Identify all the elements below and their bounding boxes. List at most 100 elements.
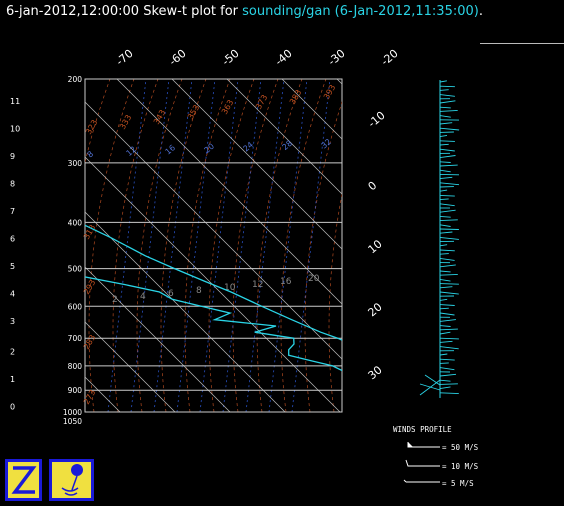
wind-barb xyxy=(439,307,449,310)
height-tick-label: 11 xyxy=(10,97,20,106)
top-temp-label: -30 xyxy=(326,47,348,69)
wind-barb xyxy=(439,264,456,268)
sounding-series xyxy=(85,224,342,372)
mixing-ratio-line xyxy=(245,79,285,412)
header-rule xyxy=(480,43,564,44)
mixing-ratio-label: 24 xyxy=(242,140,256,153)
top-temp-label: -40 xyxy=(273,47,295,69)
mixing-ratio-label: 28 xyxy=(281,139,295,152)
dry-adiabat xyxy=(88,79,135,412)
dry-adiabat-label: 333 xyxy=(118,113,133,131)
wind-barb xyxy=(439,224,451,227)
wind-barb xyxy=(439,291,459,295)
wind-barb xyxy=(439,109,458,112)
mixing-ratio-label: 16 xyxy=(164,143,178,156)
wind-barb xyxy=(439,228,459,230)
wind-barb xyxy=(439,164,458,167)
mixing-ratio-label: 32 xyxy=(320,137,334,150)
dry-adiabat-label: 363 xyxy=(220,98,235,116)
wind-barb xyxy=(439,140,455,142)
wind-barb xyxy=(439,100,456,104)
header-prefix: Skew-t plot for xyxy=(143,4,239,19)
wind-barb xyxy=(439,257,455,261)
wind-barb xyxy=(439,337,459,340)
wind-barb xyxy=(439,331,451,335)
header-period: . xyxy=(478,4,483,19)
height-tick-label: 3 xyxy=(10,317,15,326)
wind-barb xyxy=(439,386,451,390)
isotherm xyxy=(171,79,342,250)
wind-barb xyxy=(439,143,449,146)
header-datetime: 6-jan-2012,12:00:00 xyxy=(6,4,140,19)
right-temp-label: 0 xyxy=(366,179,380,193)
wind-legend-50-label: = 50 M/S xyxy=(442,443,479,452)
pressure-label: 1000 xyxy=(63,408,82,417)
wind-profile xyxy=(419,80,460,398)
wind-barb xyxy=(439,298,448,301)
dry-adiabat-label: 393 xyxy=(322,83,337,101)
wind-barb xyxy=(439,115,451,118)
wind-barb xyxy=(439,273,458,276)
wind-barb xyxy=(439,189,448,192)
mixing-ratio-line xyxy=(176,79,216,412)
top-temp-label: -70 xyxy=(114,47,136,69)
wind-legend-title: WINDS PROFILE xyxy=(393,425,452,434)
plot-header: 6-jan-2012,12:00:00 Skew-t plot for soun… xyxy=(6,4,483,19)
wind-barb xyxy=(439,286,453,289)
dry-adiabat xyxy=(256,79,303,412)
wind-barb xyxy=(439,319,456,322)
wind-barb xyxy=(439,383,458,385)
wind-barb xyxy=(439,148,455,152)
dry-adiabat xyxy=(208,79,255,412)
dry-adiabat xyxy=(184,79,231,412)
wind-barb xyxy=(439,283,459,285)
pressure-label: 800 xyxy=(68,362,83,371)
mixing-ratio-line xyxy=(268,79,308,412)
wind-barb xyxy=(439,270,451,273)
wind-legend-5-label: = 5 M/S xyxy=(442,479,474,488)
dry-adiabat-label: 343 xyxy=(152,108,167,126)
wind-barb xyxy=(439,244,448,247)
pressure-label: 400 xyxy=(68,218,83,227)
top-temp-label: -60 xyxy=(167,47,189,69)
pressure-label: 1050 xyxy=(63,417,82,426)
mixing-ratio-line xyxy=(107,79,147,412)
wind-barb xyxy=(439,312,455,316)
wind-barb xyxy=(439,161,451,163)
wind-barb xyxy=(439,392,459,395)
pressure-label: 200 xyxy=(68,75,83,84)
dewpoint-series xyxy=(85,276,342,372)
height-tick-label: 8 xyxy=(10,180,15,189)
mixing-ratio-label: 8 xyxy=(86,149,96,159)
dry-adiabat xyxy=(112,79,159,412)
z-logo xyxy=(5,459,42,501)
wind-barb xyxy=(439,134,448,138)
mixing-ratio-line xyxy=(130,79,170,412)
pressure-label: 900 xyxy=(68,386,83,395)
wind-barb xyxy=(439,122,453,125)
wind-barb xyxy=(439,209,456,213)
dry-adiabat-label: 383 xyxy=(288,88,303,106)
wind-barb xyxy=(439,85,455,88)
mid-value-label: 2 xyxy=(112,295,118,305)
wind-barb xyxy=(439,362,449,364)
wind-barb xyxy=(439,127,460,131)
mixing-ratio-line xyxy=(153,79,193,412)
wind-barb xyxy=(439,219,458,222)
right-temp-label: -10 xyxy=(366,109,388,131)
wind-barb xyxy=(439,106,451,109)
wind-legend-10: = 10 M/S xyxy=(405,459,479,471)
wind-legend: WINDS PROFILE = 50 M/S = 10 M/S = 5 M/S xyxy=(393,425,479,488)
dry-adiabat xyxy=(136,79,183,412)
wind-barb xyxy=(439,367,455,371)
mid-value-label: 20 xyxy=(308,274,320,284)
wind-barb xyxy=(439,358,455,361)
height-tick-label: 5 xyxy=(10,262,15,271)
dry-adiabat xyxy=(328,192,342,412)
wind-barb xyxy=(439,373,457,377)
wind-barb xyxy=(439,89,449,91)
isotherm xyxy=(85,266,231,412)
height-tick-label: 6 xyxy=(10,235,15,244)
wind-barb xyxy=(439,155,456,159)
